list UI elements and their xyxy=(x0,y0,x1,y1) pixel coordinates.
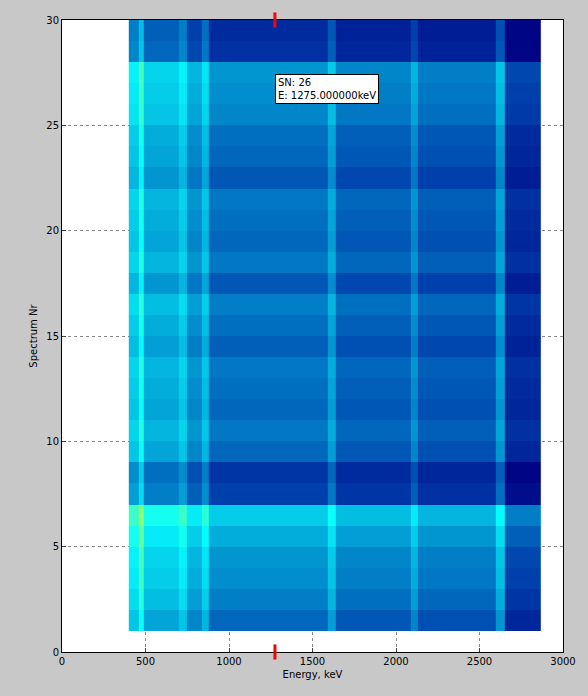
svg-text:Spectrum Nr: Spectrum Nr xyxy=(28,304,39,368)
svg-text:3000: 3000 xyxy=(550,656,575,667)
svg-text:1000: 1000 xyxy=(216,656,241,667)
svg-text:10: 10 xyxy=(46,436,59,447)
svg-text:5: 5 xyxy=(53,541,59,552)
svg-text:Energy, keV: Energy, keV xyxy=(283,669,343,680)
svg-text:25: 25 xyxy=(46,120,59,131)
svg-text:2500: 2500 xyxy=(467,656,492,667)
svg-text:SN: 26E: 1275.000000keV: SN: 26E: 1275.000000keV xyxy=(278,77,376,101)
svg-text:20: 20 xyxy=(46,225,59,236)
svg-text:1500: 1500 xyxy=(300,656,325,667)
svg-text:2000: 2000 xyxy=(383,656,408,667)
svg-text:500: 500 xyxy=(136,656,155,667)
svg-text:30: 30 xyxy=(46,15,59,26)
svg-text:0: 0 xyxy=(53,647,59,658)
svg-text:0: 0 xyxy=(59,656,65,667)
svg-text:15: 15 xyxy=(46,331,59,342)
